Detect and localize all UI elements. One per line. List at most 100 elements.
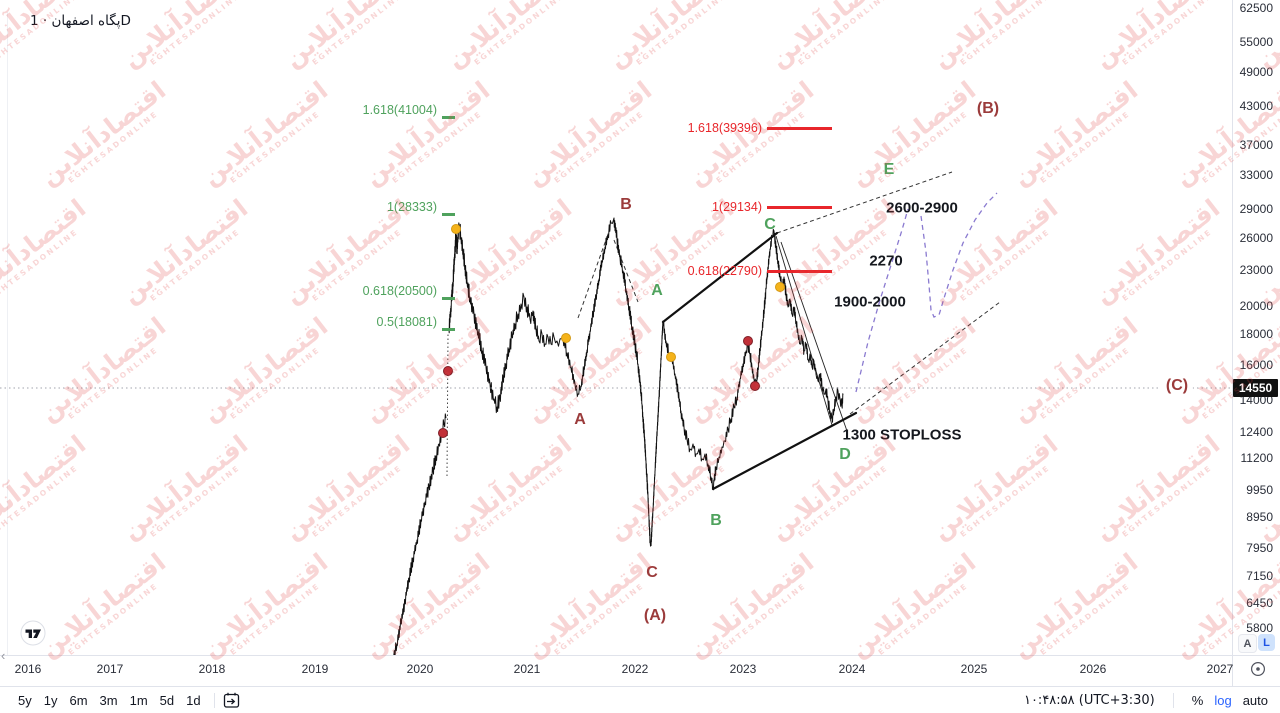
signal-dot-yellow[interactable] — [451, 224, 461, 234]
year-tick-label[interactable]: 2016 — [14, 662, 42, 676]
toolbar-separator — [0, 686, 1280, 687]
fib-level-tick — [442, 297, 455, 300]
toolbar-divider — [213, 692, 215, 708]
elliott-wave-label[interactable]: C — [646, 564, 658, 581]
signal-dot-red[interactable] — [743, 336, 753, 346]
price-tick-label: 18000 — [1239, 327, 1273, 341]
elliott-wave-label[interactable]: A — [574, 411, 586, 428]
elliott-wave-label[interactable]: B — [620, 196, 632, 213]
signal-dot-yellow[interactable] — [666, 352, 676, 362]
fib-level-line — [767, 206, 832, 209]
year-tick-label[interactable]: 2020 — [406, 662, 434, 676]
pane-left-edge — [7, 12, 8, 655]
log-scale-button[interactable]: L — [1258, 634, 1275, 651]
signal-dot-red[interactable] — [443, 366, 453, 376]
year-tick-label[interactable]: 2018 — [198, 662, 226, 676]
year-tick-label[interactable]: 2027 — [1206, 662, 1234, 676]
fib-level-tick — [442, 328, 455, 331]
fib-retracement-label[interactable]: 0.618(20500) — [362, 283, 437, 298]
price-tick-label: 43000 — [1239, 99, 1273, 113]
range-button-5y[interactable]: 5y — [18, 692, 32, 708]
price-tick-label: 9950 — [1246, 483, 1273, 497]
price-tick-label: 62500 — [1239, 1, 1273, 15]
price-target-annotation[interactable]: 2270 — [869, 252, 903, 270]
elliott-wave-label[interactable]: A — [651, 282, 663, 299]
elliott-wave-label[interactable]: D — [839, 446, 851, 463]
fib-extension-label[interactable]: 1(29134) — [711, 199, 762, 214]
price-tick-label: 6450 — [1246, 596, 1273, 610]
time-axis-separator — [0, 655, 1280, 656]
price-tick-label: 5800 — [1246, 621, 1273, 635]
range-button-5d[interactable]: 5d — [159, 692, 175, 708]
signal-dot-yellow[interactable] — [775, 282, 785, 292]
signal-dot-red[interactable] — [750, 381, 760, 391]
fib-extension-label[interactable]: 1.618(39396) — [687, 120, 762, 135]
elliott-wave-label[interactable]: (A) — [643, 607, 667, 624]
price-tick-label: 12400 — [1239, 425, 1273, 439]
year-tick-label[interactable]: 2024 — [838, 662, 866, 676]
year-tick-label[interactable]: 2021 — [513, 662, 541, 676]
range-button-1m[interactable]: 1m — [129, 692, 148, 708]
price-tick-label: 20000 — [1239, 299, 1273, 313]
fib-level-tick — [442, 116, 455, 119]
price-target-annotation[interactable]: 2600-2900 — [886, 199, 958, 217]
fib-retracement-label[interactable]: 1(28333) — [386, 199, 437, 214]
range-button-1d[interactable]: 1d — [186, 692, 201, 708]
price-tick-label: 7150 — [1246, 569, 1273, 583]
year-tick-label[interactable]: 2017 — [96, 662, 124, 676]
time-axis[interactable]: ‹ 2016 2017 2018 2019 2020 2021 2022 2023 2024 20… — [0, 648, 1280, 686]
year-tick-label[interactable]: 2025 — [960, 662, 988, 676]
signal-dot-yellow[interactable] — [561, 333, 571, 343]
bottom-toolbar: 5y 1y 6m 3m 1m 5d 1d ۱۰:۴۸:۵۸ (UTC+3:30) % log… — [0, 687, 1280, 713]
elliott-wave-label[interactable]: (C) — [1160, 377, 1194, 395]
elliott-wave-label[interactable]: B — [710, 512, 722, 529]
clock-label[interactable]: ۱۰:۴۸:۵۸ (UTC+3:30) — [1023, 692, 1155, 708]
auto-scale-toggle[interactable]: auto — [1242, 692, 1268, 708]
tradingview-logo[interactable] — [20, 620, 46, 646]
price-axis[interactable]: 62500 55000 49000 43000 37000 33000 29000 26000… — [1232, 0, 1280, 655]
range-button-6m[interactable]: 6m — [69, 692, 88, 708]
fib-level-line — [767, 270, 832, 273]
fib-retracement-label[interactable]: 1.618(41004) — [362, 102, 437, 117]
range-button-1y[interactable]: 1y — [43, 692, 58, 708]
percent-scale-button[interactable]: % — [1191, 692, 1204, 708]
last-price-badge: 14550 — [1233, 379, 1278, 397]
price-tick-label: 23000 — [1239, 263, 1273, 277]
price-tick-label: 49000 — [1239, 65, 1273, 79]
go-to-date-button[interactable] — [222, 691, 241, 710]
elliott-wave-label[interactable]: C — [764, 216, 776, 233]
price-tick-label: 11200 — [1240, 451, 1273, 465]
signal-dot-red[interactable] — [438, 428, 448, 438]
scroll-to-realtime-icon[interactable] — [1249, 660, 1267, 678]
price-chart-canvas[interactable] — [0, 0, 1232, 655]
fib-level-line — [767, 127, 832, 130]
elliott-wave-label[interactable]: (B) — [976, 100, 1000, 117]
auto-scale-button[interactable]: A — [1238, 634, 1257, 653]
price-target-annotation[interactable]: 1900-2000 — [834, 293, 906, 311]
price-tick-label: 16000 — [1239, 358, 1273, 372]
symbol-title[interactable]: پگاه اصفهان · 1D — [30, 13, 131, 29]
year-tick-label[interactable]: 2026 — [1079, 662, 1107, 676]
range-buttons: 5y 1y 6m 3m 1m 5d 1d — [12, 691, 207, 710]
price-tick-label: 37000 — [1239, 138, 1273, 152]
price-axis-separator — [1232, 0, 1233, 686]
price-tick-label: 7950 — [1246, 541, 1273, 555]
year-tick-label[interactable]: 2022 — [621, 662, 649, 676]
fib-retracement-label[interactable]: 0.5(18081) — [376, 314, 437, 329]
year-tick-label[interactable]: 2023 — [729, 662, 757, 676]
price-tick-label: 55000 — [1239, 35, 1273, 49]
toolbar-divider — [1172, 692, 1174, 708]
year-tick-label[interactable]: 2019 — [301, 662, 329, 676]
fib-extension-label[interactable]: 0.618(22790) — [687, 263, 762, 278]
fib-level-tick — [442, 213, 455, 216]
price-tick-label: 8950 — [1246, 510, 1273, 524]
price-tick-label: 29000 — [1239, 202, 1273, 216]
log-scale-toggle[interactable]: log — [1214, 692, 1232, 708]
elliott-wave-label[interactable]: E — [883, 161, 895, 178]
price-tick-label: 26000 — [1239, 231, 1273, 245]
price-target-annotation[interactable]: 1300 STOPLOSS — [842, 426, 962, 444]
price-tick-label: 33000 — [1239, 168, 1273, 182]
range-button-3m[interactable]: 3m — [99, 692, 118, 708]
chart-pane[interactable]: پگاه اصفهان · 1D 1.618(41004) 1(28333) 0.6… — [0, 0, 1232, 655]
collapse-pane-chevron-icon[interactable]: ‹ — [1, 648, 6, 663]
